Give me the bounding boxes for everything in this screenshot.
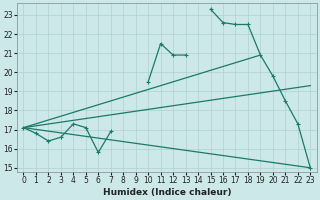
X-axis label: Humidex (Indice chaleur): Humidex (Indice chaleur) [103,188,231,197]
